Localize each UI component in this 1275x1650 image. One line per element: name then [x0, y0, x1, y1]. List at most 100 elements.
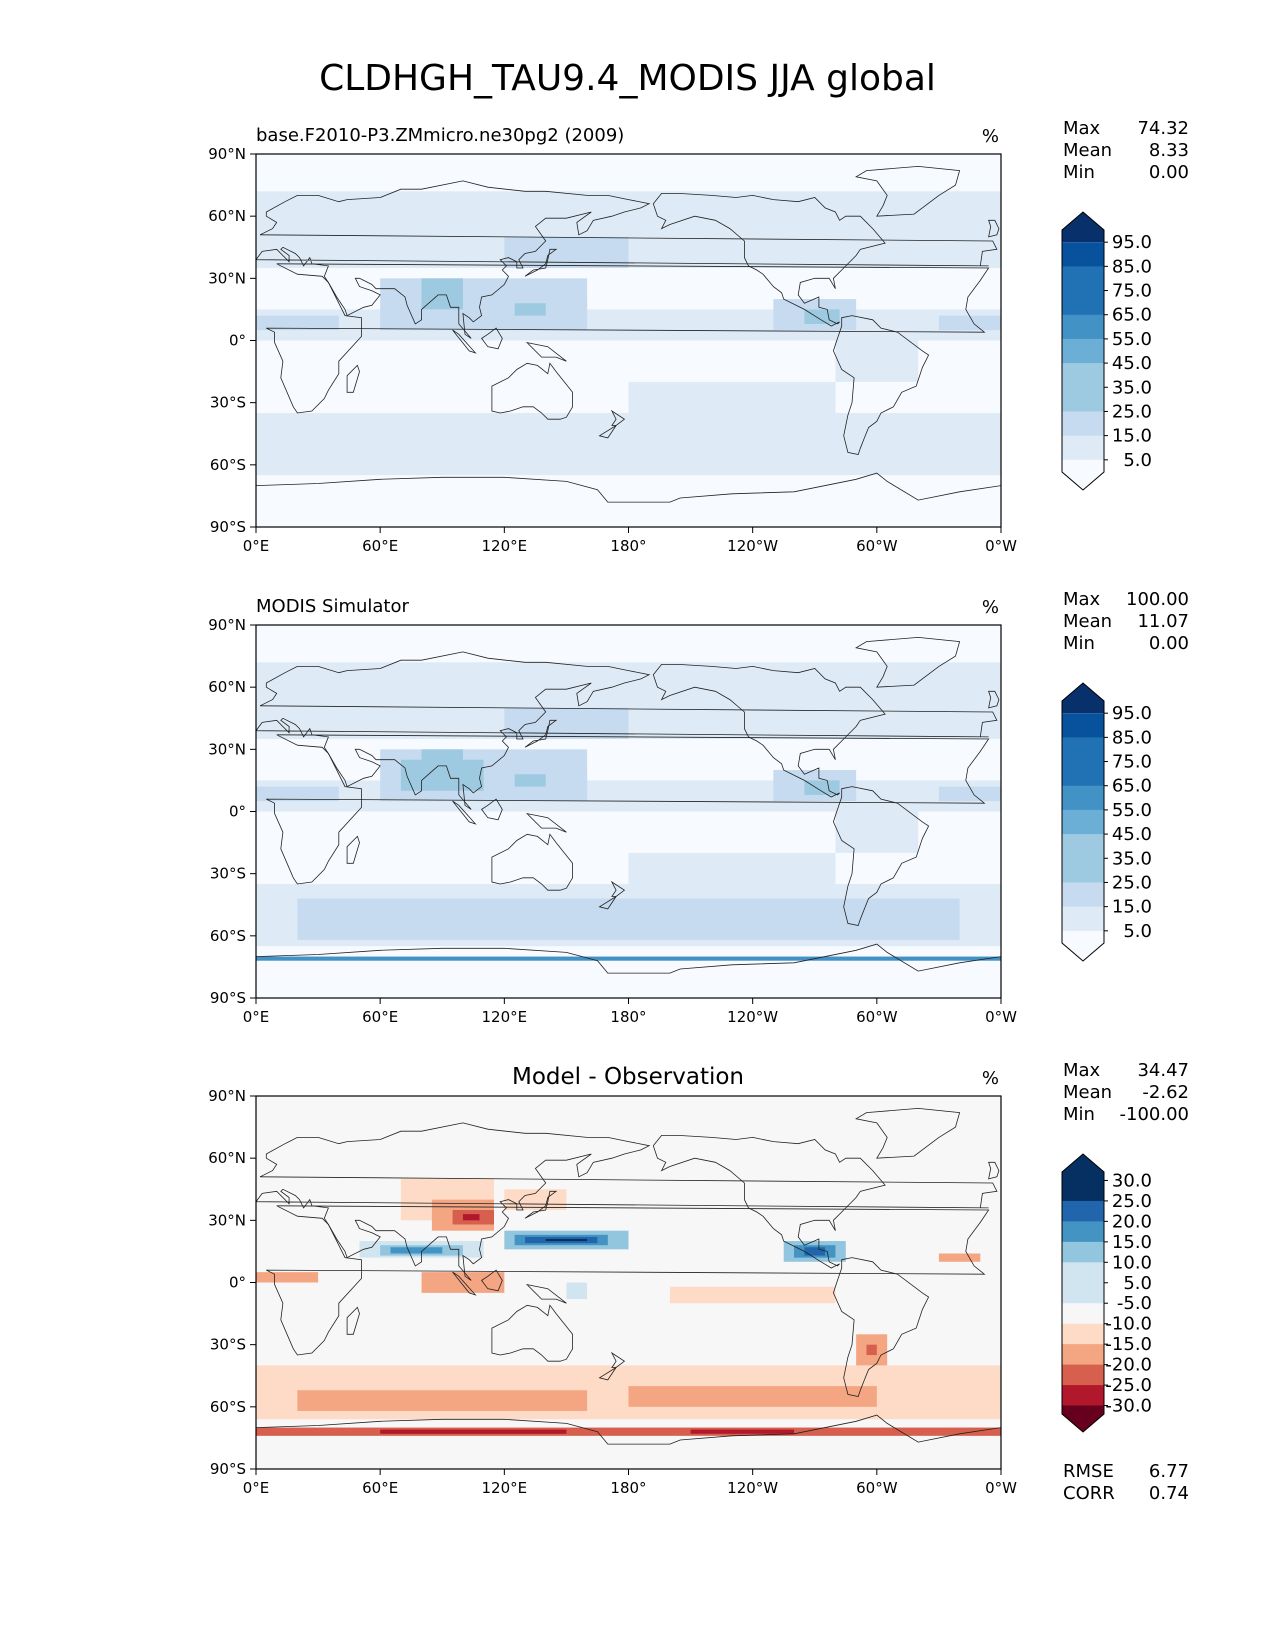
coastline-nz	[610, 409, 626, 426]
colorbar-label: 85.0	[1112, 256, 1152, 277]
stat-value: -2.62	[1142, 1082, 1189, 1103]
coastline-borneo	[481, 327, 503, 350]
lon-tick-label: 180°	[610, 537, 646, 555]
coastline-sumatra	[452, 329, 477, 354]
lat-tick-label: 30°S	[210, 1336, 246, 1354]
coastline-uk	[988, 219, 1000, 238]
colorbar-segment	[1062, 1282, 1104, 1304]
colorbar-segment	[1062, 387, 1104, 412]
contour-region	[504, 1189, 567, 1210]
colorbar-label: 25.0	[1112, 401, 1152, 422]
lat-tick-label: 60°N	[208, 207, 246, 225]
coastline-greenland	[855, 165, 961, 217]
colorbar-label: 85.0	[1112, 727, 1152, 748]
contour-region	[804, 1247, 826, 1256]
coastline-n_america	[652, 1135, 886, 1269]
colorbar-segment	[1062, 1221, 1104, 1243]
lat-tick-label: 90°N	[208, 1087, 246, 1105]
contour-region	[504, 707, 629, 739]
colorbar-label: 15.0	[1112, 426, 1152, 447]
colorbar-label: 75.0	[1112, 281, 1152, 302]
coastline-australia	[491, 1304, 573, 1362]
colorbar-label: 25.0	[1112, 1191, 1152, 1212]
lat-tick-label: 60°S	[210, 927, 246, 945]
colorbar-segment	[1062, 363, 1104, 388]
colorbar-segment	[1062, 1364, 1104, 1386]
colorbar-segment	[1062, 1180, 1104, 1202]
lon-tick-label: 60°E	[362, 1008, 398, 1026]
coastline-s_america	[832, 786, 930, 926]
colorbar-extend-top	[1062, 1154, 1104, 1181]
contour-region	[669, 1286, 836, 1304]
lat-tick-label: 90°S	[210, 1460, 246, 1478]
colorbar-segment	[1062, 906, 1104, 932]
lon-tick-label: 60°W	[856, 1008, 898, 1026]
contour-region	[628, 381, 836, 414]
contour-region	[256, 315, 339, 331]
stat-value: 0.00	[1149, 633, 1189, 654]
lon-tick-label: 120°W	[727, 1479, 778, 1497]
contour-region	[514, 303, 546, 316]
stat-value: -100.00	[1120, 1104, 1189, 1125]
lon-tick-label: 180°	[610, 1008, 646, 1026]
coastline-nz	[610, 880, 626, 897]
coastline-madagascar	[346, 364, 360, 393]
lat-tick-label: 90°S	[210, 518, 246, 536]
colorbar-label: 95.0	[1112, 703, 1152, 724]
contour-region	[390, 1247, 443, 1254]
colorbar-segment	[1062, 761, 1104, 787]
lat-tick-label: 60°N	[208, 1149, 246, 1167]
lat-tick-label: 60°N	[208, 678, 246, 696]
colorbar-segment	[1062, 338, 1104, 364]
contour-region	[256, 956, 1001, 961]
colorbar-segment	[1062, 290, 1104, 316]
stat-value: 11.07	[1137, 611, 1189, 632]
colorbar-label: -10.0	[1105, 1314, 1152, 1335]
panel-model: 90°N 60°N 30°N 0° 30°S 60°S 90°S0°E 60°E 120°E 18…	[208, 118, 1189, 555]
colorbar-label: 10.0	[1112, 1252, 1152, 1273]
metric-value: 6.77	[1149, 1461, 1189, 1482]
contour-region	[938, 1253, 981, 1262]
coastline-nz_s	[598, 896, 617, 910]
lon-tick-label: 120°W	[727, 1008, 778, 1026]
coastline-japan	[524, 719, 558, 748]
contour-region	[690, 1429, 795, 1434]
stat-label: Min	[1063, 1104, 1095, 1125]
colorbar-segment	[1062, 713, 1104, 738]
panel-units: %	[982, 597, 999, 618]
colorbar-segment	[1062, 1262, 1104, 1284]
coastline-japan	[524, 1190, 558, 1219]
colorbar-label: 75.0	[1112, 752, 1152, 773]
colorbar-label: -20.0	[1105, 1355, 1152, 1376]
contour-region	[421, 749, 463, 781]
panel-units: %	[982, 1068, 999, 1089]
stat-value: 74.32	[1137, 118, 1189, 139]
colorbar-outline	[1061, 211, 1105, 491]
lat-tick-label: 0°	[229, 1274, 246, 1292]
contour-region	[256, 191, 1001, 227]
lon-tick-label: 120°E	[482, 1008, 528, 1026]
colorbar-extend-top	[1062, 212, 1104, 243]
lon-tick-label: 60°W	[856, 537, 898, 555]
metric-label: RMSE	[1063, 1461, 1114, 1482]
coastline-sumatra	[452, 1271, 477, 1296]
contour-region	[256, 1427, 1001, 1436]
coastline-uk	[988, 1161, 1000, 1180]
colorbar-label: 25.0	[1112, 872, 1152, 893]
contour-region	[297, 1390, 588, 1411]
contour-region	[628, 1386, 877, 1407]
map-field	[256, 1096, 1001, 1469]
lon-tick-label: 60°E	[362, 537, 398, 555]
stat-value: 100.00	[1126, 589, 1189, 610]
figure-title: CLDHGH_TAU9.4_MODIS JJA global	[319, 58, 936, 99]
colorbar-label: 95.0	[1112, 232, 1152, 253]
contour-region	[545, 1238, 588, 1242]
coastline-sumatra	[452, 800, 477, 825]
colorbar-label: -30.0	[1105, 1396, 1152, 1417]
contour-region	[804, 780, 840, 795]
stat-value: 8.33	[1149, 140, 1189, 161]
coastline-borneo	[481, 798, 503, 821]
lon-tick-label: 180°	[610, 1479, 646, 1497]
coastline-s_america	[832, 1257, 930, 1397]
lon-tick-label: 60°W	[856, 1479, 898, 1497]
